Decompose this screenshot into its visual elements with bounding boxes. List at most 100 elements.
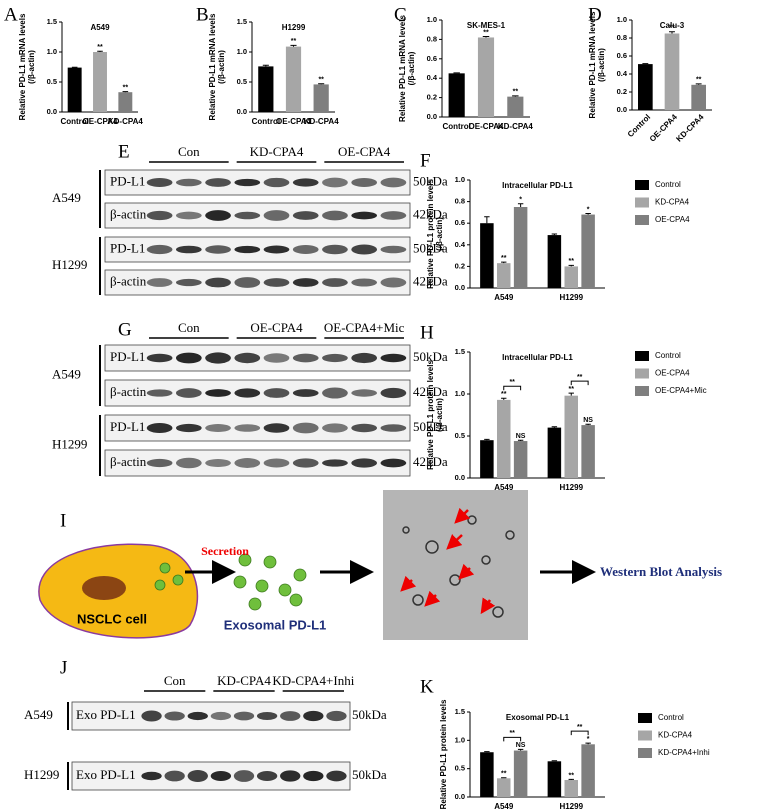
y-axis-label: Relative PD-L1 mRNA levels — [18, 13, 27, 120]
band — [380, 245, 407, 254]
bar — [581, 214, 595, 288]
band — [233, 711, 255, 721]
band — [322, 177, 348, 188]
legend-label: KD-CPA4+Inhi — [658, 748, 710, 757]
band — [263, 353, 290, 363]
bar — [480, 752, 494, 797]
significance-label: ** — [483, 29, 489, 36]
protein-label: β-actin — [110, 206, 147, 221]
size-label: 42kDa — [413, 384, 448, 399]
x-tick-label: Control — [626, 113, 652, 139]
group-label: OE-CPA4 — [338, 144, 391, 159]
band — [146, 278, 173, 287]
band — [205, 389, 231, 397]
y-tick-label: 0.6 — [455, 218, 465, 227]
band — [205, 459, 231, 467]
band — [175, 457, 202, 469]
y-axis-label: Relative PD-L1 protein levels — [426, 360, 435, 470]
group-label: Con — [178, 144, 200, 159]
band — [280, 711, 301, 721]
protein-label: Exo PD-L1 — [76, 707, 136, 722]
cell-line-label: H1299 — [52, 436, 87, 451]
y-tick-label: 1.5 — [237, 17, 247, 26]
band — [146, 210, 173, 221]
x-tick-label: OE-CPA4 — [648, 112, 679, 143]
error-bar — [695, 83, 702, 85]
panel-letter: E — [118, 141, 130, 162]
legend-swatch — [635, 386, 649, 396]
band — [234, 458, 261, 468]
y-axis-label: Relative PD-L1 mRNA levels — [208, 13, 217, 120]
significance-bracket — [570, 730, 589, 736]
band — [146, 389, 173, 397]
error-bar — [122, 91, 129, 93]
y-tick-label: 1.0 — [455, 175, 465, 184]
band — [303, 710, 324, 722]
y-tick-label: 0.5 — [455, 431, 465, 440]
workflow-diagram: I NSCLC cell Secretion Exosomal PD-L1 We… — [38, 490, 722, 640]
band — [292, 211, 319, 220]
band — [322, 353, 348, 363]
bar-chart: B H1299 Relative PD-L1 mRNA levels (/β-acti… — [196, 4, 339, 126]
bar-chart: A A549 Relative PD-L1 mRNA levels (/β-actin… — [4, 4, 143, 126]
band — [292, 389, 319, 397]
cell-line-label: A549 — [52, 190, 81, 205]
legend-swatch — [638, 713, 652, 723]
band — [351, 211, 378, 220]
y-tick-label: 1.0 — [617, 15, 627, 24]
error-bar — [551, 426, 558, 428]
western-blot: E Con KD-CPA4 OE-CPA4 A549 PD-L1 50kDa β-actin 4… — [52, 141, 448, 296]
band — [326, 710, 347, 722]
y-tick-label: 0.4 — [427, 73, 438, 82]
legend-swatch — [635, 197, 649, 208]
bar — [691, 84, 706, 110]
y-axis-label: (/β-actin) — [217, 50, 226, 84]
bar — [664, 33, 680, 110]
panel-letter: A — [4, 4, 18, 25]
x-tick-label: OE-CPA4 — [469, 122, 505, 131]
y-tick-label: 0.2 — [455, 261, 465, 270]
panel-letter: K — [420, 676, 434, 697]
significance-label: * — [587, 736, 590, 743]
band — [351, 389, 378, 397]
bar-chart: H Intracellular PD-L1 Relative PD-L1 prote… — [420, 322, 707, 492]
y-axis-label: Relative PD-L1 protein levels — [426, 179, 435, 289]
error-bar — [484, 751, 490, 753]
y-tick-label: 0.5 — [455, 764, 465, 773]
y-axis-label: (/β-actin) — [597, 48, 606, 82]
y-tick-label: 1.0 — [427, 15, 437, 24]
band — [146, 422, 173, 434]
error-bar — [290, 44, 297, 47]
error-bar — [501, 397, 507, 400]
bar — [513, 207, 528, 288]
legend-label: KD-CPA4 — [658, 731, 693, 740]
band — [210, 711, 232, 721]
bar — [67, 67, 82, 112]
protein-label: PD-L1 — [110, 419, 145, 434]
legend-label: OE-CPA4 — [655, 215, 690, 224]
x-tick-label: OE-CPA4 — [83, 117, 119, 126]
bar-chart: D Calu-3 Relative PD-L1 mRNA levels (/β-act… — [588, 4, 712, 144]
band — [146, 353, 173, 363]
legend-swatch — [635, 368, 649, 379]
y-tick-label: 0.4 — [455, 240, 466, 249]
significance-label: * — [587, 206, 590, 213]
significance-label: NS — [516, 742, 526, 749]
y-tick-label: 0.0 — [455, 792, 465, 801]
bar — [547, 427, 562, 478]
chart-title: SK-MES-1 — [467, 21, 506, 30]
band — [292, 245, 319, 254]
x-tick-label: Control — [442, 122, 470, 131]
legend-label: KD-CPA4 — [655, 198, 690, 207]
band — [205, 245, 231, 254]
band — [210, 771, 232, 781]
band — [380, 277, 407, 288]
band — [322, 244, 348, 255]
legend-swatch — [635, 180, 649, 190]
band — [175, 388, 202, 398]
band — [234, 277, 261, 288]
panel-letter: G — [118, 319, 132, 340]
band — [175, 245, 202, 254]
band — [322, 210, 348, 221]
y-axis-label: (/β-actin) — [407, 51, 416, 85]
